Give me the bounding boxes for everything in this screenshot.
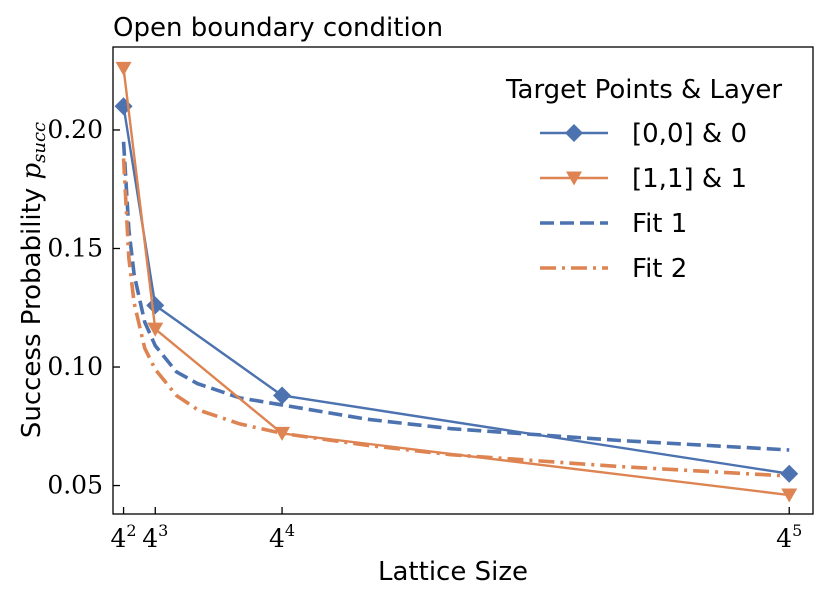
x-tick-label: 44 bbox=[269, 521, 295, 553]
y-axis-label-symbol: p bbox=[17, 163, 47, 180]
x-tick-base: 4 bbox=[776, 524, 792, 553]
y-tick-label: 0.15 bbox=[47, 233, 103, 262]
series-0-0-0 bbox=[114, 97, 799, 483]
data-point bbox=[780, 464, 799, 483]
legend-swatch-marker bbox=[565, 124, 583, 142]
series-layer bbox=[114, 61, 799, 503]
series-line bbox=[122, 68, 790, 497]
data-point bbox=[274, 426, 291, 441]
chart-title: Open boundary condition bbox=[113, 13, 443, 43]
y-axis-label-text: Success Probability bbox=[17, 180, 47, 439]
y-axis: 0.05 0.10 0.15 0.20 bbox=[47, 115, 120, 500]
x-tick-base: 4 bbox=[142, 524, 158, 553]
legend-label: Fit 2 bbox=[632, 254, 687, 284]
plot-area bbox=[112, 46, 814, 515]
plot-frame bbox=[112, 46, 814, 515]
series-line bbox=[121, 141, 790, 452]
x-axis: 42 43 44 45 bbox=[111, 507, 802, 553]
x-tick-base: 4 bbox=[111, 524, 127, 553]
x-tick-exponent: 5 bbox=[792, 521, 802, 540]
data-point bbox=[273, 386, 292, 405]
y-tick-label: 0.20 bbox=[47, 115, 103, 144]
x-tick-label: 43 bbox=[142, 521, 168, 553]
series-1-1-1 bbox=[115, 61, 798, 503]
legend-item: [1,1] & 1 bbox=[540, 164, 747, 194]
data-point bbox=[781, 488, 798, 503]
legend-label: [0,0] & 0 bbox=[632, 119, 747, 149]
y-axis-label-subscript: succ bbox=[29, 122, 50, 163]
y-tick-label: 0.05 bbox=[47, 471, 103, 500]
x-tick-exponent: 4 bbox=[285, 521, 295, 540]
y-tick-label: 0.10 bbox=[47, 352, 103, 381]
data-point bbox=[146, 296, 165, 315]
legend-label: Fit 1 bbox=[632, 209, 687, 239]
series-fit-1 bbox=[121, 141, 790, 452]
x-tick-exponent: 2 bbox=[126, 521, 136, 540]
data-point bbox=[147, 322, 164, 337]
x-tick-label: 45 bbox=[776, 521, 802, 553]
legend-swatch-marker bbox=[566, 171, 582, 186]
x-tick-base: 4 bbox=[269, 524, 285, 553]
x-tick-exponent: 3 bbox=[158, 521, 168, 540]
data-point bbox=[115, 61, 132, 76]
legend-item: [0,0] & 0 bbox=[540, 119, 747, 149]
legend-item: Fit 1 bbox=[540, 209, 687, 239]
legend: Target Points & Layer [0,0] & 0 [1,1] & 1… bbox=[505, 75, 782, 284]
x-axis-label: Lattice Size bbox=[378, 557, 528, 587]
legend-title: Target Points & Layer bbox=[505, 75, 782, 105]
x-tick-label: 42 bbox=[111, 521, 137, 553]
y-axis-label: Success Probability psucc bbox=[17, 122, 50, 438]
legend-label: [1,1] & 1 bbox=[632, 164, 747, 194]
legend-items: [0,0] & 0 [1,1] & 1 Fit 1 Fit 2 bbox=[540, 119, 747, 284]
legend-item: Fit 2 bbox=[540, 254, 687, 284]
